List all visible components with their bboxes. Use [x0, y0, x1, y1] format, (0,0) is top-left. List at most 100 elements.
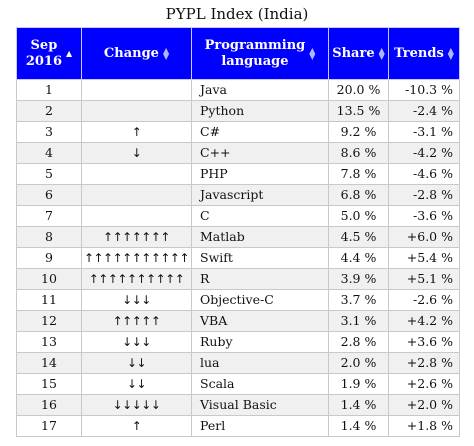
- change-arrows: [81, 163, 192, 185]
- column-header-share[interactable]: Share ▲ ▼: [328, 27, 389, 80]
- rank-cell: 3: [16, 121, 82, 143]
- language-cell: Visual Basic: [191, 394, 329, 416]
- trend-cell: -3.6 %: [388, 205, 460, 227]
- table-body: 1 Java 20.0 % -10.3 % 2 Python 13.5 % -2.4 % 3 ↑ C…: [16, 79, 460, 437]
- change-arrows: ↓: [81, 142, 192, 164]
- share-cell: 6.8 %: [328, 184, 389, 206]
- rank-header-line2: 2016: [25, 53, 63, 69]
- change-arrows: ↑: [81, 415, 192, 437]
- rank-cell: 8: [16, 226, 82, 248]
- share-cell: 1.9 %: [328, 373, 389, 395]
- trend-cell: -4.2 %: [388, 142, 460, 164]
- change-arrows: ↑↑↑↑↑: [81, 310, 192, 332]
- change-arrows: [81, 184, 192, 206]
- column-header-trends[interactable]: Trends ▲ ▼: [388, 27, 460, 80]
- column-header-language[interactable]: Programming language ▲ ▼: [191, 27, 329, 80]
- sort-arrows-icon[interactable]: ▲ ▼: [309, 45, 316, 61]
- share-cell: 7.8 %: [328, 163, 389, 185]
- change-arrows: [81, 100, 192, 122]
- trend-cell: +2.6 %: [388, 373, 460, 395]
- rank-cell: 15: [16, 373, 82, 395]
- share-cell: 2.0 %: [328, 352, 389, 374]
- trend-cell: +4.2 %: [388, 310, 460, 332]
- language-cell: R: [191, 268, 329, 290]
- sort-arrows-icon[interactable]: ▲ ▼: [378, 45, 385, 61]
- table-row: 9 ↑↑↑↑↑↑↑↑↑↑↑ Swift 4.4 % +5.4 %: [16, 247, 460, 269]
- sort-arrows-icon[interactable]: ▲ ▼: [162, 45, 170, 61]
- language-cell: Ruby: [191, 331, 329, 353]
- rank-cell: 11: [16, 289, 82, 311]
- table-row: 12 ↑↑↑↑↑ VBA 3.1 % +4.2 %: [16, 310, 460, 332]
- change-arrows: ↑↑↑↑↑↑↑: [81, 226, 192, 248]
- trend-cell: +3.6 %: [388, 331, 460, 353]
- language-header-line2: language: [221, 53, 289, 69]
- rank-cell: 7: [16, 205, 82, 227]
- change-header-label: Change: [103, 45, 159, 61]
- change-arrows: ↑: [81, 121, 192, 143]
- table-row: 14 ↓↓ lua 2.0 % +2.8 %: [16, 352, 460, 374]
- column-header-change[interactable]: Change ▲ ▼: [81, 27, 192, 80]
- rank-cell: 5: [16, 163, 82, 185]
- rank-cell: 13: [16, 331, 82, 353]
- trend-cell: +1.8 %: [388, 415, 460, 437]
- column-header-rank[interactable]: Sep 2016 ▲: [16, 27, 82, 80]
- table-row: 6 Javascript 6.8 % -2.8 %: [16, 184, 460, 206]
- table-row: 5 PHP 7.8 % -4.6 %: [16, 163, 460, 185]
- share-cell: 20.0 %: [328, 79, 389, 101]
- rank-cell: 4: [16, 142, 82, 164]
- sort-ascending-icon[interactable]: ▲: [66, 48, 73, 58]
- trend-cell: +2.0 %: [388, 394, 460, 416]
- trend-cell: +5.1 %: [388, 268, 460, 290]
- language-header-line1: Programming: [204, 37, 306, 53]
- share-cell: 4.5 %: [328, 226, 389, 248]
- language-cell: C#: [191, 121, 329, 143]
- language-cell: Javascript: [191, 184, 329, 206]
- change-arrows: ↓↓↓: [81, 289, 192, 311]
- share-cell: 9.2 %: [328, 121, 389, 143]
- rank-cell: 6: [16, 184, 82, 206]
- trend-cell: +2.8 %: [388, 352, 460, 374]
- share-cell: 2.8 %: [328, 331, 389, 353]
- table-row: 7 C 5.0 % -3.6 %: [16, 205, 460, 227]
- sort-arrows-icon[interactable]: ▲ ▼: [447, 45, 454, 61]
- trend-cell: -10.3 %: [388, 79, 460, 101]
- table-row: 15 ↓↓ Scala 1.9 % +2.6 %: [16, 373, 460, 395]
- trend-cell: -2.6 %: [388, 289, 460, 311]
- language-cell: Objective-C: [191, 289, 329, 311]
- rank-cell: 14: [16, 352, 82, 374]
- change-arrows: ↓↓↓: [81, 331, 192, 353]
- language-cell: Scala: [191, 373, 329, 395]
- trend-cell: -3.1 %: [388, 121, 460, 143]
- ranking-table: Sep 2016 ▲ Change ▲ ▼ Programmi: [16, 27, 460, 437]
- rank-cell: 17: [16, 415, 82, 437]
- table-row: 3 ↑ C# 9.2 % -3.1 %: [16, 121, 460, 143]
- language-cell: C++: [191, 142, 329, 164]
- rank-cell: 2: [16, 100, 82, 122]
- language-cell: Python: [191, 100, 329, 122]
- language-cell: Perl: [191, 415, 329, 437]
- trend-cell: -2.4 %: [388, 100, 460, 122]
- change-arrows: ↑↑↑↑↑↑↑↑↑↑: [81, 268, 192, 290]
- change-arrows: ↓↓↓↓↓: [81, 394, 192, 416]
- share-cell: 5.0 %: [328, 205, 389, 227]
- trend-cell: -4.6 %: [388, 163, 460, 185]
- share-cell: 3.7 %: [328, 289, 389, 311]
- trends-header-label: Trends: [394, 45, 444, 61]
- table-caption: PYPL Index (India): [165, 5, 309, 23]
- share-cell: 3.9 %: [328, 268, 389, 290]
- table-row: 4 ↓ C++ 8.6 % -4.2 %: [16, 142, 460, 164]
- share-cell: 1.4 %: [328, 415, 389, 437]
- language-cell: Swift: [191, 247, 329, 269]
- change-arrows: ↓↓: [81, 352, 192, 374]
- table-header: Sep 2016 ▲ Change ▲ ▼ Programmi: [16, 27, 460, 80]
- change-arrows: [81, 205, 192, 227]
- rank-cell: 10: [16, 268, 82, 290]
- language-cell: Java: [191, 79, 329, 101]
- table-row: 13 ↓↓↓ Ruby 2.8 % +3.6 %: [16, 331, 460, 353]
- table-row: 10 ↑↑↑↑↑↑↑↑↑↑ R 3.9 % +5.1 %: [16, 268, 460, 290]
- rank-header-line1: Sep: [30, 37, 58, 53]
- language-cell: Matlab: [191, 226, 329, 248]
- share-cell: 4.4 %: [328, 247, 389, 269]
- table-row: 2 Python 13.5 % -2.4 %: [16, 100, 460, 122]
